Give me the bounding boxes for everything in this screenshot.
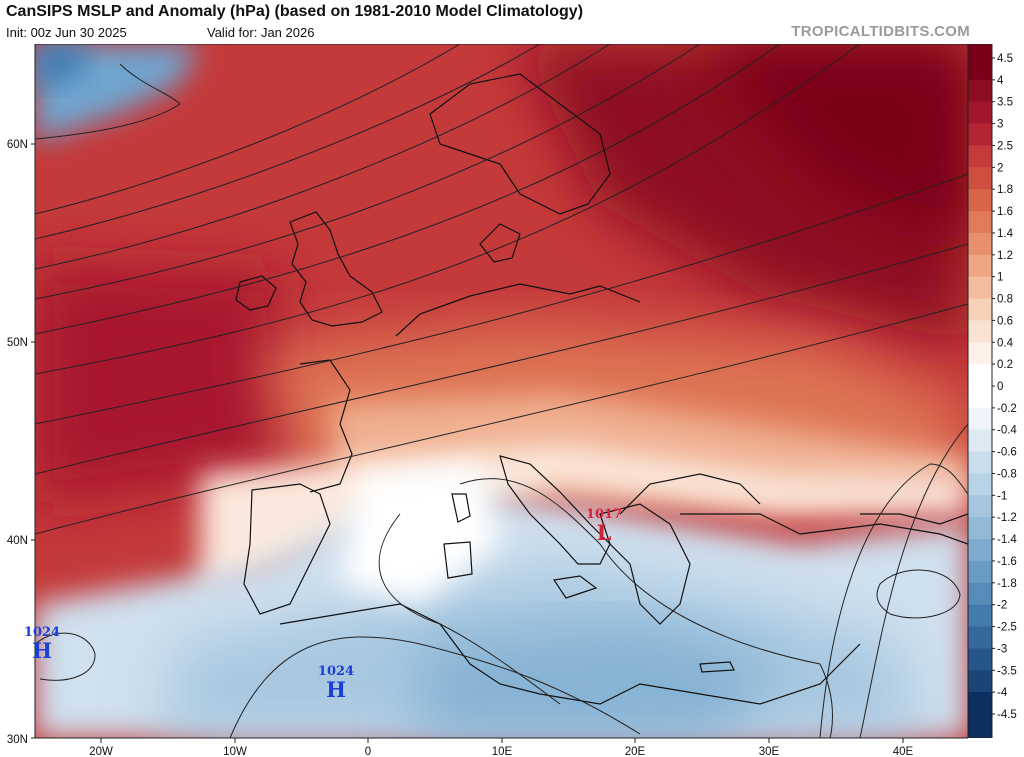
colorbar-label: -2.5 xyxy=(997,622,1017,634)
colorbar-swatch xyxy=(968,101,992,125)
colorbar-label: -4 xyxy=(997,687,1008,699)
colorbar-swatch xyxy=(968,364,992,387)
lon-label-20e: 20E xyxy=(625,746,646,757)
pressure-center-h-africa: 1024 H xyxy=(318,664,354,702)
colorbar-labels: 4.5 4 3.5 3 2.5 2 1.8 1.6 1.4 1.2 1 0.8 0.6 0.4 0.2 0 -0… xyxy=(992,53,1017,721)
colorbar-label: 4.5 xyxy=(997,53,1013,65)
colorbar-label: 1.6 xyxy=(997,206,1013,218)
colorbar-swatch xyxy=(968,604,992,628)
colorbar-swatch xyxy=(968,648,992,671)
pressure-center-letter: H xyxy=(32,638,52,663)
colorbar-swatch xyxy=(968,582,992,606)
colorbar-label: -1.2 xyxy=(997,512,1017,524)
lat-label-30n: 30N xyxy=(7,734,28,746)
colorbar-label: 0.6 xyxy=(997,315,1013,327)
lon-label-10w: 10W xyxy=(223,746,247,757)
colorbar-swatch xyxy=(968,386,992,409)
colorbar-label: 0.2 xyxy=(997,359,1013,371)
pressure-center-letter: H xyxy=(326,677,346,702)
colorbar-swatch xyxy=(968,714,992,738)
valid-time: Valid for: Jan 2026 xyxy=(207,25,315,40)
colorbar-label: -0.2 xyxy=(997,403,1017,415)
colorbar-swatch xyxy=(968,407,992,431)
colorbar-swatch xyxy=(968,167,992,190)
pressure-center-value: 1024 xyxy=(24,625,60,640)
colorbar-swatch xyxy=(968,692,992,715)
colorbar-swatch xyxy=(968,517,992,540)
brand-watermark: TROPICALTIDBITS.COM xyxy=(791,23,970,40)
colorbar-swatch xyxy=(968,79,992,103)
colorbar-swatch xyxy=(968,429,992,453)
colorbar-label: -1.8 xyxy=(997,578,1017,590)
colorbar-label: 0 xyxy=(997,381,1003,393)
pressure-center-value: 1024 xyxy=(318,664,354,679)
colorbar-swatch xyxy=(968,145,992,168)
colorbar-label: 3 xyxy=(997,119,1003,131)
latitude-axis: 60N 50N 40N 30N xyxy=(7,139,35,746)
colorbar-label: -1.6 xyxy=(997,556,1017,568)
colorbar-swatch xyxy=(968,670,992,693)
coastlines xyxy=(235,73,968,705)
colorbar-swatch xyxy=(968,276,992,300)
colorbar-label: -0.8 xyxy=(997,468,1017,480)
colorbar-swatch xyxy=(968,342,992,365)
init-time: Init: 00z Jun 30 2025 xyxy=(6,25,127,40)
pressure-center-value: 1017 xyxy=(586,507,622,522)
colorbar-swatch xyxy=(968,298,992,321)
colorbar-swatch xyxy=(968,560,992,584)
lon-label-0: 0 xyxy=(365,746,371,757)
colorbar-label: -0.4 xyxy=(997,425,1017,437)
colorbar-label: 0.4 xyxy=(997,337,1014,349)
lon-label-20w: 20W xyxy=(89,746,113,757)
pressure-center-h-west: 1024 H xyxy=(24,625,60,663)
colorbar-swatch xyxy=(968,123,992,147)
colorbar-swatch xyxy=(968,232,992,256)
colorbar-swatch xyxy=(968,626,992,649)
map-title: CanSIPS MSLP and Anomaly (hPa) (based on… xyxy=(6,3,584,20)
colorbar-label: 1 xyxy=(997,272,1003,284)
colorbar-swatch xyxy=(968,320,992,343)
colorbar-label: 1.4 xyxy=(997,228,1014,240)
mslp-anomaly-map: 60N 50N 40N 30N 20W 10W 0 10E 20E 30E 40… xyxy=(7,44,968,757)
colorbar-label: -1.4 xyxy=(997,534,1017,546)
colorbar-label: -3.5 xyxy=(997,665,1017,677)
colorbar-label: 1.8 xyxy=(997,184,1013,196)
colorbar-swatch xyxy=(968,473,992,496)
lon-label-40e: 40E xyxy=(893,746,914,757)
colorbar-swatch xyxy=(968,495,992,518)
colorbar-swatch xyxy=(968,44,992,58)
colorbar-swatches xyxy=(968,44,992,738)
colorbar-swatch xyxy=(968,189,992,212)
anomaly-field xyxy=(35,44,968,738)
colorbar-label: 2 xyxy=(997,162,1003,174)
lat-label-40n: 40N xyxy=(7,535,28,547)
colorbar-label: 0.8 xyxy=(997,294,1013,306)
colorbar-label: 1.2 xyxy=(997,250,1013,262)
colorbar-label: -0.6 xyxy=(997,447,1017,459)
colorbar-label: 4 xyxy=(997,75,1004,87)
colorbar-label: -3 xyxy=(997,643,1007,655)
longitude-axis: 20W 10W 0 10E 20E 30E 40E xyxy=(89,738,914,757)
colorbar-label: -4.5 xyxy=(997,709,1017,721)
pressure-center-l-italy: 1017 L xyxy=(586,507,622,545)
colorbar-frame xyxy=(968,44,993,738)
lat-label-50n: 50N xyxy=(7,337,28,349)
colorbar-label: -2 xyxy=(997,600,1007,612)
colorbar-swatch xyxy=(968,58,992,81)
colorbar-swatch xyxy=(968,254,992,278)
colorbar-label: 3.5 xyxy=(997,97,1013,109)
pressure-center-letter: L xyxy=(597,520,612,545)
lon-label-10e: 10E xyxy=(492,746,513,757)
anomaly-colorbar: 4.5 4 3.5 3 2.5 2 1.8 1.6 1.4 1.2 1 0.8 0.6 0.4 0.2 0 -0… xyxy=(968,44,1017,738)
isobars xyxy=(35,44,968,738)
colorbar-swatch xyxy=(968,211,992,234)
colorbar-swatch xyxy=(968,451,992,475)
lat-label-60n: 60N xyxy=(7,139,28,151)
colorbar-label: -1 xyxy=(997,490,1007,502)
colorbar-label: 2.5 xyxy=(997,140,1013,152)
lon-label-30e: 30E xyxy=(759,746,780,757)
colorbar-swatch xyxy=(968,539,992,562)
